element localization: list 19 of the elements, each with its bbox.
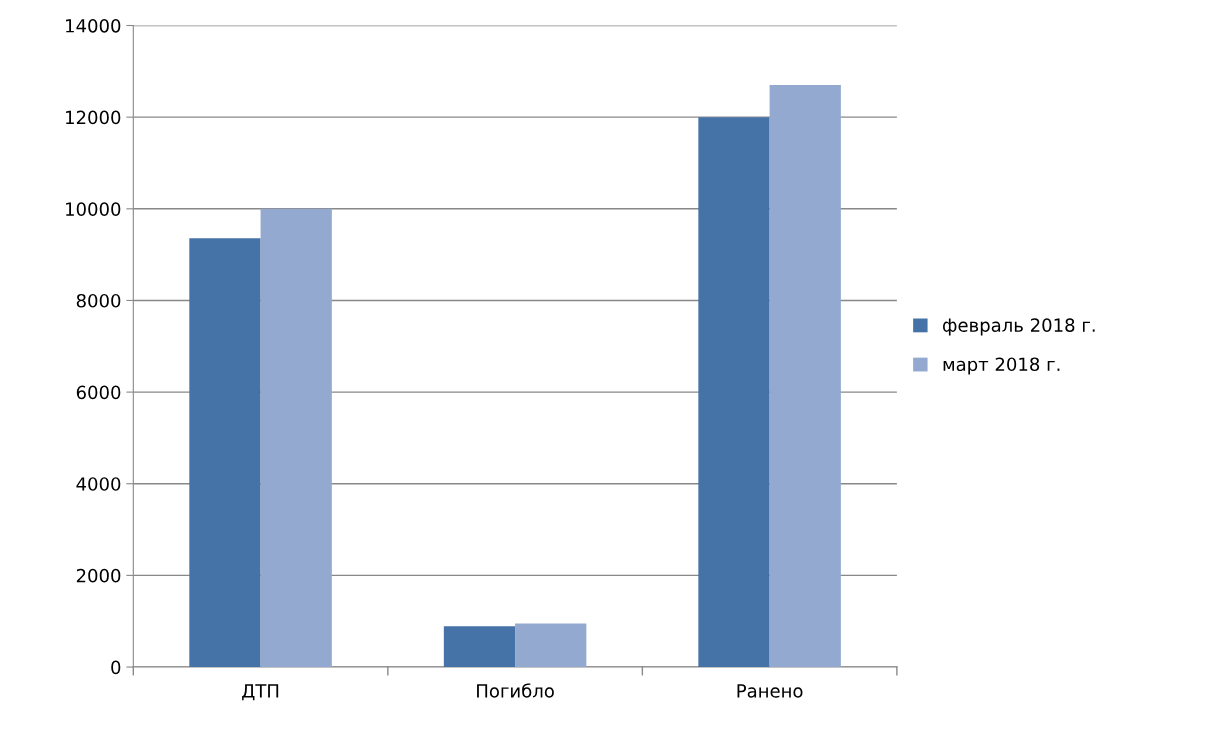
y-tick-label: 12000: [66, 110, 121, 125]
x-tick-label: ДТП: [242, 684, 279, 701]
legend-label: март 2018 г.: [943, 357, 1060, 375]
bar: [443, 626, 516, 668]
y-tick-label: 8000: [76, 293, 121, 308]
y-tick-label: 0: [111, 660, 121, 675]
x-tick-label: Погибло: [477, 683, 554, 698]
bar: [189, 238, 261, 668]
y-tick-label: 14000: [66, 18, 121, 33]
bar: [698, 117, 770, 668]
legend-label: февраль 2018 г.: [943, 318, 1095, 336]
y-tick-label: 4000: [76, 477, 121, 491]
x-tick-label: Ранено: [737, 684, 803, 698]
y-tick-label: 2000: [76, 568, 121, 583]
bar: [260, 208, 332, 668]
bar: [515, 623, 587, 668]
y-tick-label: 10000: [66, 202, 121, 216]
y-tick-label: 6000: [76, 385, 121, 400]
bar: [769, 85, 841, 668]
